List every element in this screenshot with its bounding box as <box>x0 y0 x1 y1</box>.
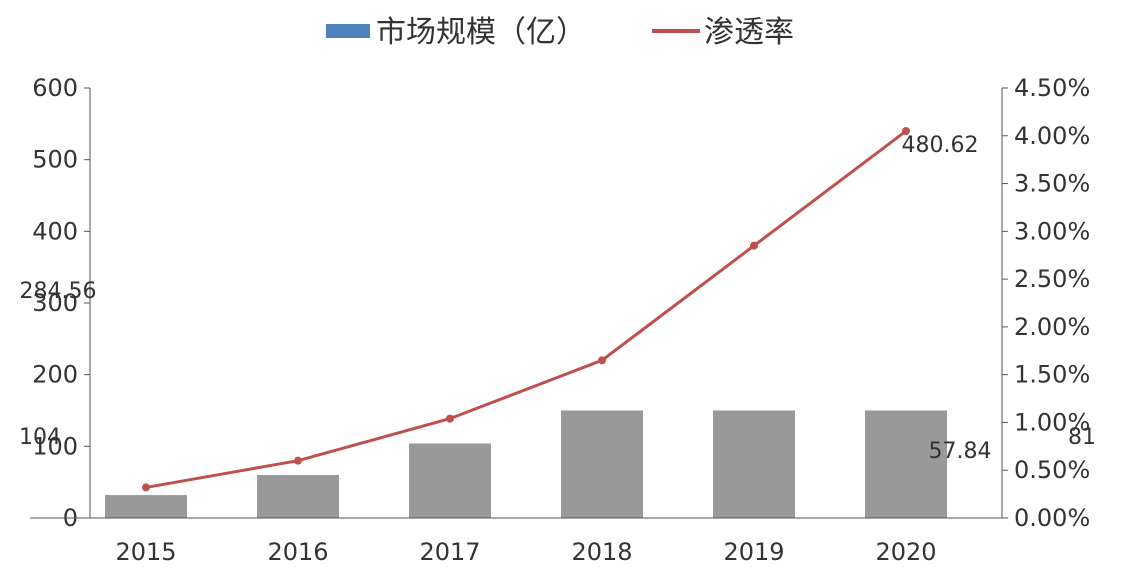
left-axis-tick-label: 600 <box>32 74 78 102</box>
data-label: 480.62 <box>902 133 979 158</box>
x-axis-tick-label: 2015 <box>115 538 176 566</box>
right-axis-tick-label: 0.00% <box>1014 504 1090 532</box>
right-axis-tick-label: 4.00% <box>1014 122 1090 150</box>
line-path <box>145 129 907 489</box>
legend-swatch-bar <box>326 24 370 38</box>
x-axis: 2015 2016 2017 2018 2019 2020 <box>30 517 1002 566</box>
right-axis: 0.00% 0.50% 1.00% 1.50% 2.00% 2.50% 3.00% 3.50%… <box>1001 74 1090 532</box>
line-point <box>750 241 758 250</box>
data-label: 81 <box>1068 425 1096 450</box>
right-axis-tick-label: 4.50% <box>1014 74 1090 102</box>
legend: 市场规模（亿） 渗透率 <box>326 15 794 50</box>
right-axis-tick-label: 3.00% <box>1014 217 1090 245</box>
bar <box>713 410 795 518</box>
left-axis-tick-label: 100 <box>32 432 78 460</box>
bars <box>105 410 947 518</box>
line-series <box>142 127 910 492</box>
bar <box>409 443 491 518</box>
data-label: 104 <box>19 425 61 450</box>
right-axis-tick-label: 0.50% <box>1014 456 1090 484</box>
x-axis-tick-label: 2019 <box>723 538 784 566</box>
legend-label-line: 渗透率 <box>704 15 794 50</box>
x-axis-tick-label: 2017 <box>419 538 480 566</box>
right-axis-tick-label: 2.00% <box>1014 313 1090 341</box>
line-point <box>446 414 454 423</box>
bar <box>105 495 187 518</box>
x-axis-tick-label: 2016 <box>267 538 328 566</box>
left-axis-tick-label: 500 <box>32 146 78 174</box>
bar <box>865 410 947 518</box>
right-axis-tick-label: 2.50% <box>1014 265 1090 293</box>
right-axis-tick-label: 1.00% <box>1014 408 1090 436</box>
data-label: 57.84 <box>929 439 992 464</box>
line-point <box>598 356 606 365</box>
data-labels: 284.56 480.62 57.84 104 81 <box>19 133 1096 464</box>
legend-label-bar: 市场规模（亿） <box>376 15 586 50</box>
right-axis-tick-label: 3.50% <box>1014 170 1090 198</box>
bar <box>257 475 339 518</box>
left-axis-tick-label: 400 <box>32 217 78 245</box>
line-point <box>902 127 910 135</box>
x-axis-tick-label: 2020 <box>875 538 936 566</box>
data-label: 284.56 <box>20 279 97 304</box>
left-axis-tick-label: 300 <box>32 289 78 317</box>
bar <box>561 410 643 518</box>
line-point <box>294 456 302 465</box>
x-axis-tick-label: 2018 <box>571 538 632 566</box>
line-point <box>142 483 150 492</box>
left-axis-tick-label: 200 <box>32 361 78 389</box>
right-axis-tick-label: 1.50% <box>1014 361 1090 389</box>
